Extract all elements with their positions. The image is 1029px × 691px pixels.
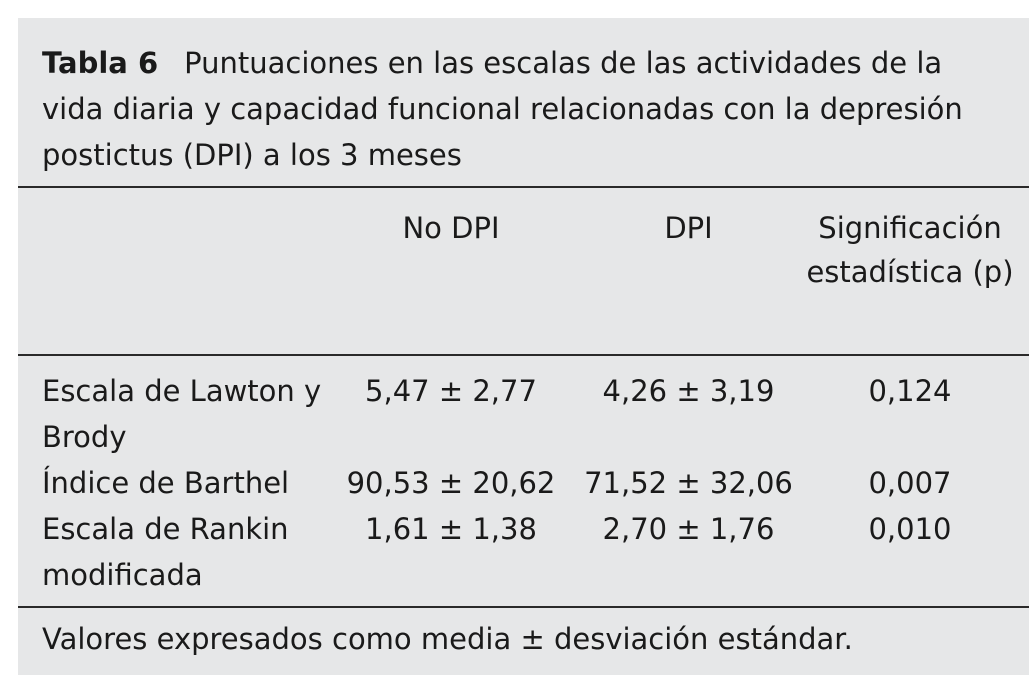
cell-rankin-dpi: 2,70 ± 1,76 (602, 512, 775, 546)
table-title: Tabla 6 Puntuaciones en las escalas de la… (42, 40, 1002, 178)
cell-rankin-no-dpi: 1,61 ± 1,38 (365, 512, 537, 546)
table-footnote: Valores expresados como media ± desviaci… (42, 622, 853, 656)
cell-lawton-no-dpi: 5,47 ± 2,77 (365, 374, 537, 408)
row-label-text: Escala de Lawton y Brody (42, 374, 322, 454)
cell-barthel-dpi: 71,52 ± 32,06 (584, 466, 793, 500)
cell-barthel-p: 0,007 (868, 466, 952, 500)
cell-lawton-dpi: 4,26 ± 3,19 (602, 374, 775, 408)
row-label-rankin: Escala de Rankin modificada (42, 512, 289, 592)
footer-divider (18, 606, 1029, 608)
table-panel: Tabla 6 Puntuaciones en las escalas de la… (18, 18, 1029, 675)
header-divider (18, 354, 1029, 356)
row-label-barthel: Índice de Barthel (42, 466, 290, 500)
column-header-no-dpi: No DPI (402, 211, 500, 245)
row-label-lawton: Escala de Lawton y Brody (42, 368, 342, 460)
table-caption: Puntuaciones en las escalas de las activ… (42, 46, 963, 172)
column-header-dpi: DPI (664, 211, 713, 245)
title-divider (18, 186, 1029, 188)
cell-barthel-no-dpi: 90,53 ± 20,62 (346, 466, 556, 500)
table-label: Tabla 6 (42, 46, 159, 80)
cell-rankin-p: 0,010 (868, 512, 952, 546)
cell-lawton-p: 0,124 (868, 374, 952, 408)
column-header-significance: Significación estadística (p) (806, 211, 1014, 289)
